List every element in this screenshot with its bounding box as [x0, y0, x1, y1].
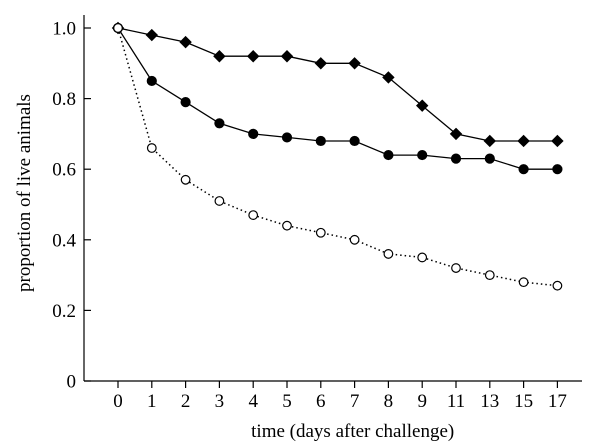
data-point-filled-circle	[518, 164, 529, 175]
data-point-diamond	[145, 28, 159, 42]
data-point-diamond	[483, 134, 497, 148]
x-tick-label: 9	[417, 391, 427, 412]
data-point-diamond	[348, 57, 361, 70]
data-point-filled-circle	[349, 135, 360, 147]
data-point-open-circle	[113, 23, 123, 33]
y-tick-label: 0.8	[52, 89, 76, 110]
x-tick-label: 2	[181, 391, 191, 412]
data-point-open-circle	[383, 249, 394, 259]
x-axis-title: time (days after challenge)	[251, 421, 454, 442]
x-tick-label: 7	[350, 391, 360, 412]
data-point-filled-circle	[248, 128, 259, 139]
series-diamond	[111, 21, 564, 148]
x-tick-label: 3	[215, 391, 225, 412]
x-tick-label: 17	[548, 391, 567, 412]
data-point-diamond	[551, 134, 564, 148]
y-tick-label: 0.4	[52, 230, 76, 251]
data-point-filled-circle	[383, 149, 394, 161]
y-axis-title: proportion of live animals	[14, 94, 35, 292]
data-point-filled-circle	[315, 135, 326, 147]
data-point-open-circle	[484, 270, 495, 281]
x-tick-label: 15	[514, 391, 533, 412]
data-point-open-circle	[180, 174, 191, 185]
data-point-open-circle	[214, 196, 225, 206]
x-tick-label: 8	[384, 391, 394, 412]
data-point-open-circle	[282, 220, 292, 231]
x-tick-label: 13	[480, 391, 499, 412]
data-point-diamond	[314, 57, 328, 70]
data-point-diamond	[415, 99, 429, 112]
y-ticks: 0 0.2 0.4 0.6 0.8 1.0	[52, 19, 91, 393]
y-tick-label: 0	[67, 372, 77, 393]
x-tick-label: 5	[282, 391, 292, 412]
x-tick-label: 6	[316, 391, 326, 412]
x-tick-label: 11	[447, 391, 465, 412]
data-point-open-circle	[315, 227, 326, 238]
data-point-filled-circle	[552, 164, 563, 175]
data-point-open-circle	[552, 280, 563, 291]
data-point-filled-circle	[180, 97, 191, 108]
x-tick-label: 4	[248, 391, 258, 412]
y-tick-label: 0.2	[52, 301, 76, 322]
data-point-diamond	[246, 50, 260, 63]
x-ticks: 0 1 2 3 4 5 6 7 8 9 11 13 15 17	[113, 381, 567, 412]
axes	[83, 15, 582, 382]
data-point-open-circle	[349, 234, 360, 245]
data-point-open-circle	[417, 252, 428, 263]
data-point-filled-circle	[214, 118, 225, 129]
x-tick-label: 1	[147, 391, 157, 412]
x-tick-label: 0	[113, 391, 123, 412]
series-line	[117, 27, 558, 287]
data-point-diamond	[213, 50, 226, 63]
data-point-diamond	[517, 134, 530, 148]
data-point-filled-circle	[281, 132, 293, 143]
series-layer	[111, 21, 564, 291]
series-line	[117, 27, 558, 142]
data-point-open-circle	[146, 143, 157, 153]
data-point-filled-circle	[450, 153, 462, 164]
data-point-open-circle	[248, 210, 259, 220]
series-filled-circle	[112, 22, 563, 175]
series-open-circle	[113, 23, 563, 291]
data-point-diamond	[280, 50, 294, 63]
series-line	[117, 27, 558, 170]
y-tick-label: 1.0	[52, 19, 76, 40]
data-point-open-circle	[518, 277, 529, 288]
data-point-open-circle	[451, 263, 461, 273]
data-point-filled-circle	[417, 149, 428, 161]
data-point-filled-circle	[484, 153, 495, 164]
data-point-diamond	[179, 35, 192, 49]
data-point-filled-circle	[146, 75, 157, 87]
data-point-diamond	[382, 71, 395, 84]
data-point-diamond	[449, 127, 463, 141]
y-tick-label: 0.6	[52, 160, 76, 181]
